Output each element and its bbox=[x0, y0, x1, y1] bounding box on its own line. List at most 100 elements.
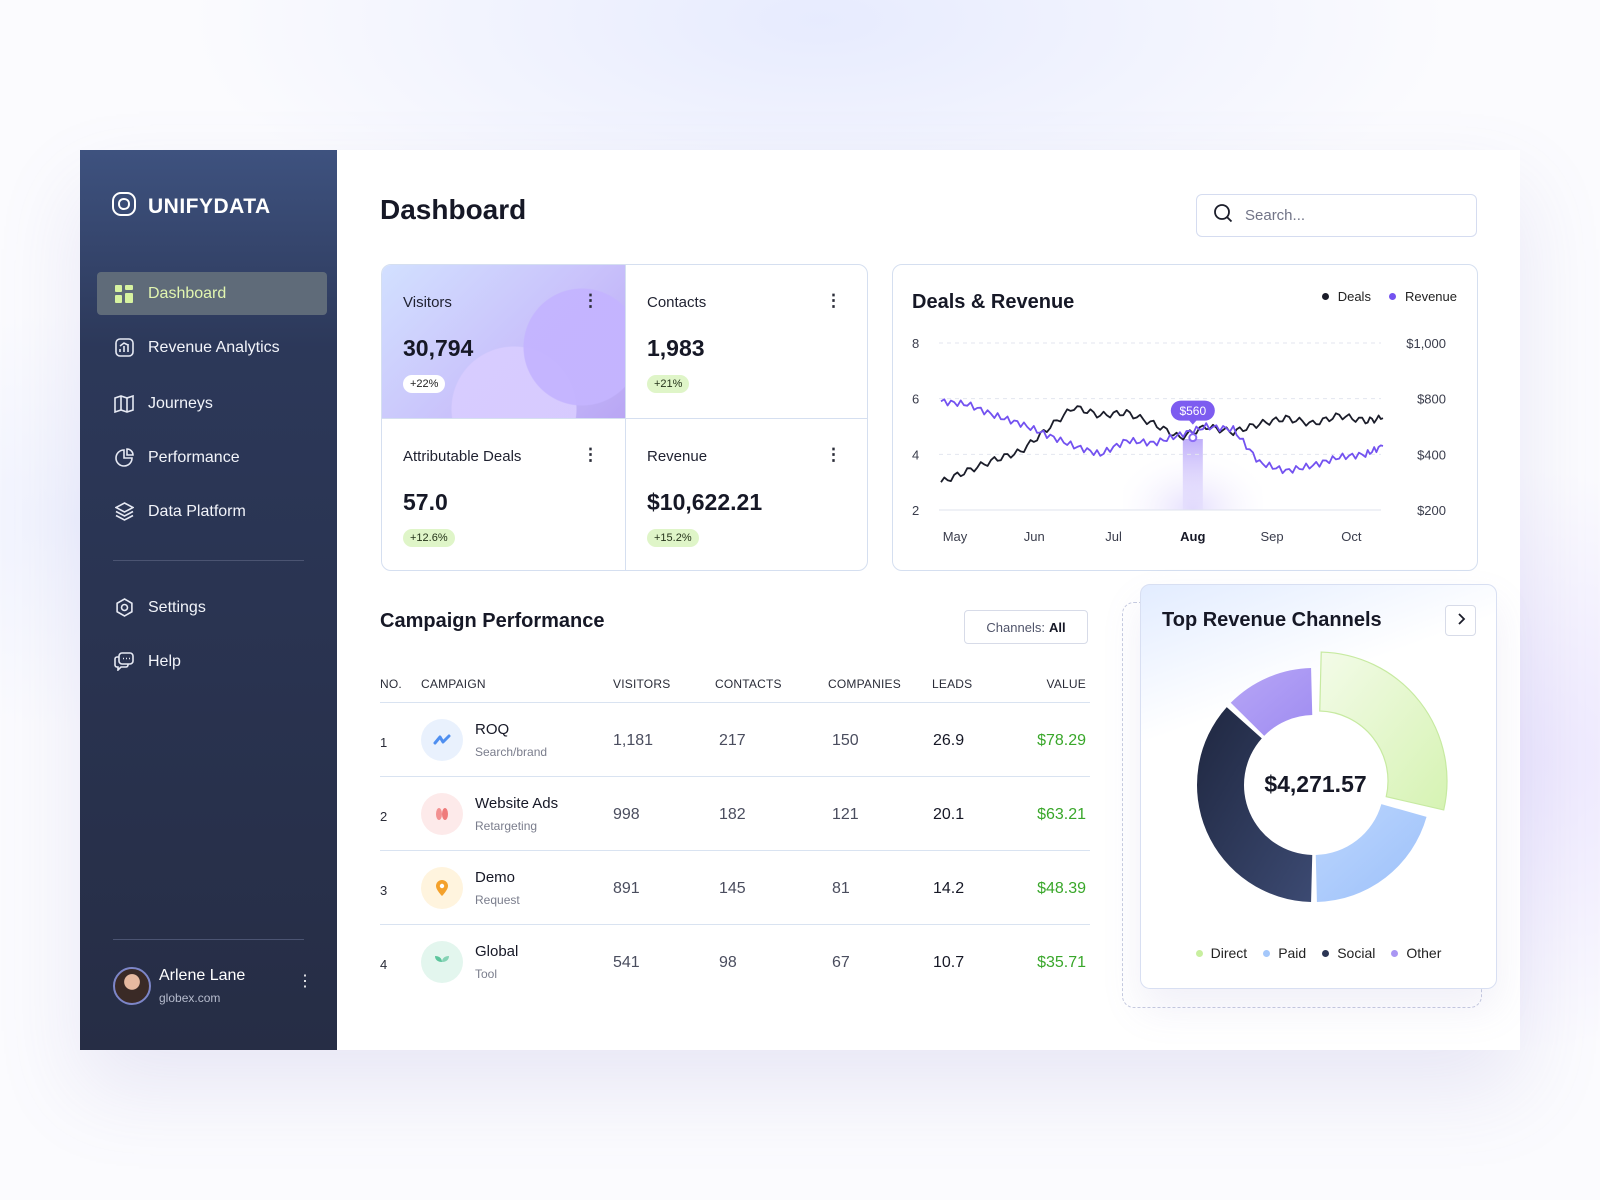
pie-icon bbox=[114, 448, 134, 468]
map-icon bbox=[114, 394, 134, 414]
leads-cell: 20.1 bbox=[933, 806, 965, 823]
sidebar-item-performance[interactable]: Performance bbox=[97, 436, 327, 479]
legend-label: Social bbox=[1337, 945, 1376, 961]
x-tick-label: Jul bbox=[1105, 529, 1122, 544]
column-header-contacts[interactable]: CONTACTS bbox=[715, 677, 782, 691]
campaign-subtitle: Request bbox=[475, 893, 520, 907]
table-row[interactable]: 4 Global Tool 541 98 67 10.7 $35.71 bbox=[380, 925, 1090, 999]
table-row[interactable]: 3 Demo Request 891 145 81 14.2 $48.39 bbox=[380, 851, 1090, 925]
campaign-performance-title: Campaign Performance bbox=[380, 610, 605, 632]
change-badge: +21% bbox=[647, 375, 690, 393]
column-header-companies[interactable]: COMPANIES bbox=[828, 677, 901, 691]
channels-donut-chart[interactable] bbox=[1141, 585, 1498, 945]
stat-value: 1,983 bbox=[647, 335, 705, 361]
table-row[interactable]: 1 ROQ Search/brand 1,181 217 150 26.9 $78.29 bbox=[380, 703, 1090, 777]
sidebar-item-revenue-analytics[interactable]: Revenue Analytics bbox=[97, 326, 327, 369]
legend-label: Revenue bbox=[1404, 289, 1457, 304]
visitors-cell: 998 bbox=[613, 806, 640, 823]
y-tick-label-left: 4 bbox=[912, 447, 919, 462]
column-header-visitors[interactable]: VISITORS bbox=[613, 677, 671, 691]
row-number: 3 bbox=[380, 883, 388, 898]
legend-dot bbox=[1195, 950, 1203, 957]
roq-logo-icon bbox=[421, 719, 463, 761]
legend-item-direct: Direct bbox=[1195, 945, 1247, 961]
next-button[interactable] bbox=[1445, 605, 1476, 636]
column-header-value[interactable]: VALUE bbox=[1046, 677, 1086, 691]
user-profile[interactable]: Arlene Lane globex.com ⋮ bbox=[113, 965, 313, 1009]
kebab-menu-icon[interactable]: ⋮ bbox=[297, 973, 313, 990]
donut-slice-social[interactable] bbox=[1197, 707, 1313, 902]
leaf-logo-icon bbox=[421, 793, 463, 835]
search-input[interactable] bbox=[1245, 207, 1455, 224]
stat-value: 30,794 bbox=[403, 335, 474, 361]
contacts-cell: 145 bbox=[719, 880, 746, 897]
donut-slice-other[interactable] bbox=[1230, 668, 1313, 736]
column-header-campaign[interactable]: CAMPAIGN bbox=[421, 677, 486, 691]
series-line-deals[interactable] bbox=[940, 405, 1384, 483]
deals-revenue-chart[interactable]: 8 $1,000 6 $800 4 $400 2 $200 May Jun Jul Aug Sep Oct… bbox=[893, 265, 1479, 572]
value-cell: $78.29 bbox=[1037, 732, 1086, 749]
sidebar-item-data-platform[interactable]: Data Platform bbox=[97, 490, 327, 533]
legend-item-revenue: Revenue bbox=[1388, 289, 1457, 304]
donut-slice-paid[interactable] bbox=[1315, 804, 1427, 902]
campaign-name[interactable]: Website Ads bbox=[475, 795, 559, 812]
brand-name: UNIFYDATA bbox=[148, 194, 271, 218]
contacts-cell: 217 bbox=[719, 732, 746, 749]
kebab-menu-icon[interactable]: ⋮ bbox=[825, 445, 842, 464]
stat-card-revenue[interactable]: Revenue ⋮ $10,622.21 +15.2% bbox=[625, 418, 867, 570]
legend-dot bbox=[1321, 293, 1329, 300]
brand-logo[interactable]: UNIFYDATA bbox=[111, 191, 271, 222]
kebab-menu-icon[interactable]: ⋮ bbox=[582, 445, 599, 464]
contacts-cell: 182 bbox=[719, 806, 746, 823]
donut-slice-direct[interactable] bbox=[1319, 651, 1448, 811]
stat-label: Visitors bbox=[403, 294, 452, 311]
search-box[interactable] bbox=[1196, 194, 1477, 237]
column-header-leads[interactable]: LEADS bbox=[932, 677, 973, 691]
donut-title: Top Revenue Channels bbox=[1162, 609, 1382, 631]
leads-cell: 10.7 bbox=[933, 954, 965, 971]
campaign-name[interactable]: Global bbox=[475, 943, 519, 960]
table-row[interactable]: 2 Website Ads Retargeting 998 182 121 20.1 $63.… bbox=[380, 777, 1090, 851]
visitors-cell: 541 bbox=[613, 954, 640, 971]
sidebar-item-label: Journeys bbox=[148, 394, 213, 412]
companies-cell: 67 bbox=[832, 954, 850, 971]
stat-card-attributable-deals[interactable]: Attributable Deals ⋮ 57.0 +12.6% bbox=[382, 418, 625, 570]
kebab-menu-icon[interactable]: ⋮ bbox=[582, 291, 599, 310]
sidebar-item-help[interactable]: Help bbox=[97, 640, 327, 683]
stat-card-contacts[interactable]: Contacts ⋮ 1,983 +21% bbox=[625, 265, 867, 418]
y-tick-label-right: $1,000 bbox=[1406, 336, 1446, 351]
sprout-logo-icon bbox=[421, 941, 463, 983]
table-header: NO. CAMPAIGN VISITORS CONTACTS COMPANIES… bbox=[380, 660, 1090, 703]
sidebar-item-label: Settings bbox=[148, 598, 206, 616]
companies-cell: 81 bbox=[832, 880, 850, 897]
sidebar-item-journeys[interactable]: Journeys bbox=[97, 382, 327, 425]
highlight-point[interactable] bbox=[1188, 433, 1198, 443]
sidebar-item-dashboard[interactable]: Dashboard bbox=[97, 272, 327, 315]
column-header-no[interactable]: NO. bbox=[380, 677, 402, 691]
series-line-revenue[interactable] bbox=[940, 398, 1384, 475]
legend-label: Deals bbox=[1337, 289, 1371, 304]
tooltip-pointer bbox=[1188, 420, 1197, 425]
campaign-name[interactable]: ROQ bbox=[475, 721, 510, 738]
companies-cell: 121 bbox=[832, 806, 859, 823]
sidebar: UNIFYDATA Dashboard Revenue Analytics bbox=[80, 150, 337, 1050]
table-body: 1 ROQ Search/brand 1,181 217 150 26.9 $78.29 2 We… bbox=[380, 703, 1090, 999]
legend-dot bbox=[1388, 293, 1396, 300]
stat-label: Revenue bbox=[647, 448, 708, 465]
contacts-cell: 98 bbox=[719, 954, 737, 971]
kebab-menu-icon[interactable]: ⋮ bbox=[825, 291, 842, 310]
row-number: 4 bbox=[380, 957, 388, 972]
legend-item-paid: Paid bbox=[1263, 945, 1306, 961]
sidebar-item-label: Dashboard bbox=[148, 284, 227, 302]
sidebar-item-settings[interactable]: Settings bbox=[97, 586, 327, 629]
legend-label: Paid bbox=[1278, 945, 1307, 961]
companies-cell: 150 bbox=[832, 732, 859, 749]
gear-icon bbox=[114, 598, 134, 618]
y-tick-label-left: 2 bbox=[912, 503, 919, 518]
channels-filter-button[interactable]: Channels: All bbox=[964, 610, 1088, 644]
visitors-cell: 891 bbox=[613, 880, 640, 897]
stat-card-visitors[interactable]: Visitors ⋮ 30,794 +22% bbox=[382, 265, 625, 418]
legend-item-other: Other bbox=[1391, 945, 1441, 961]
x-tick-label: Oct bbox=[1341, 529, 1362, 544]
campaign-name[interactable]: Demo bbox=[475, 869, 516, 886]
